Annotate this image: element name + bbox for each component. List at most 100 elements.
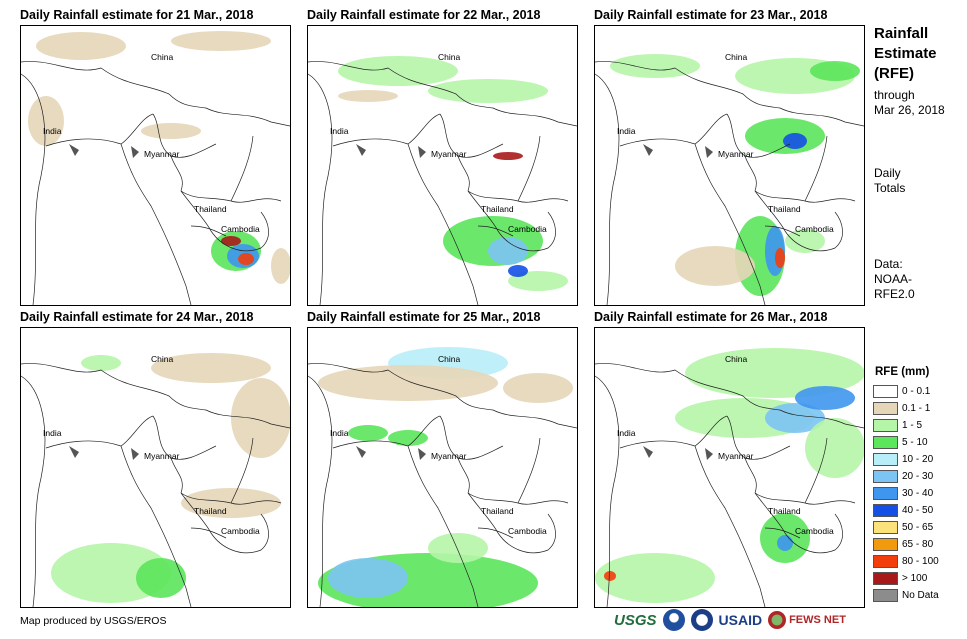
country-label-cambodia: Cambodia (508, 224, 547, 234)
side-title-line: Estimate (874, 45, 937, 62)
panel-25-mar: Daily Rainfall estimate for 25 Mar., 201… (307, 310, 594, 610)
rainfall-area (171, 31, 271, 51)
country-border (170, 143, 217, 158)
panel-title: Daily Rainfall estimate for 23 Mar., 201… (594, 8, 828, 22)
country-label-india: India (43, 126, 62, 136)
side-title-line: (RFE) (874, 65, 914, 82)
legend-swatch (873, 555, 898, 568)
fews-net-logo: FEWS NET (789, 614, 846, 626)
country-label-thailand: Thailand (481, 204, 514, 214)
panel-23-mar: Daily Rainfall estimate for 23 Mar., 201… (594, 8, 881, 308)
legend-label: 0 - 0.1 (902, 386, 931, 397)
usaid-logo: USAID (718, 612, 763, 628)
rainfall-area (328, 558, 408, 598)
rainfall-area (604, 571, 616, 581)
legend-item: 65 - 80 (873, 536, 939, 553)
rainfall-area (81, 355, 121, 371)
coastline (356, 144, 366, 156)
legend-item: 10 - 20 (873, 451, 939, 468)
country-border (170, 445, 217, 460)
country-label-china: China (725, 354, 747, 364)
country-label-myanmar: Myanmar (431, 451, 467, 461)
rainfall-area (783, 133, 807, 149)
side-daily: Daily Totals (874, 166, 905, 196)
country-label-india: India (330, 126, 349, 136)
legend-item: No Data (873, 587, 939, 604)
usaid-seal-icon (690, 609, 713, 631)
legend-label: > 100 (902, 573, 928, 584)
rainfall-area (428, 533, 488, 563)
country-border (694, 143, 766, 305)
rainfall-area (610, 54, 700, 78)
country-border (308, 375, 333, 607)
coastline (643, 446, 653, 458)
country-label-cambodia: Cambodia (221, 526, 260, 536)
rainfall-area (488, 237, 528, 265)
rainfall-map: China India Myanmar Thailand Cambodia (307, 327, 578, 608)
country-border (804, 437, 828, 504)
country-border (180, 190, 269, 252)
legend-item: 5 - 10 (873, 434, 939, 451)
country-border (764, 527, 801, 539)
country-label-myanmar: Myanmar (718, 451, 754, 461)
legend-item: 40 - 50 (873, 502, 939, 519)
legend-label: No Data (902, 590, 939, 601)
panel-title: Daily Rainfall estimate for 26 Mar., 201… (594, 310, 828, 324)
country-border (477, 225, 514, 237)
country-border (180, 492, 269, 554)
country-border (754, 492, 843, 554)
country-border (619, 113, 728, 147)
rainfall-area (675, 246, 755, 286)
rainfall-area (503, 373, 573, 403)
rainfall-area (28, 96, 64, 146)
panel-21-mar: Daily Rainfall estimate for 21 Mar., 201… (20, 8, 307, 308)
country-border (804, 135, 828, 202)
country-border (120, 445, 192, 607)
legend-item: 20 - 30 (873, 468, 939, 485)
rainfall-area (795, 386, 855, 410)
legend-item: 0 - 0.1 (873, 383, 939, 400)
country-label-thailand: Thailand (194, 204, 227, 214)
country-label-cambodia: Cambodia (508, 526, 547, 536)
rainfall-area (745, 118, 825, 154)
country-label-china: China (151, 52, 173, 62)
country-border (619, 415, 728, 449)
country-border (120, 143, 192, 305)
country-border (21, 61, 290, 127)
country-label-cambodia: Cambodia (795, 224, 834, 234)
rainfall-area (338, 56, 458, 86)
rainfall-area (221, 236, 241, 246)
panel-title: Daily Rainfall estimate for 25 Mar., 201… (307, 310, 541, 324)
data-label: Data: (874, 257, 903, 271)
through-label: through (874, 88, 915, 102)
country-border (190, 225, 227, 237)
country-label-china: China (438, 354, 460, 364)
country-border (744, 143, 791, 158)
rainfall-area (136, 558, 186, 598)
country-border (45, 415, 154, 449)
legend-swatch (873, 538, 898, 551)
rainfall-area (493, 152, 523, 160)
legend-item: 0.1 - 1 (873, 400, 939, 417)
panel-22-mar: Daily Rainfall estimate for 22 Mar., 201… (307, 8, 594, 308)
legend-label: 30 - 40 (902, 488, 934, 499)
rainfall-map: China India Myanmar Thailand Cambodia (594, 327, 865, 608)
country-label-china: China (151, 354, 173, 364)
logo-strip: USGS USAID FEWS NET (614, 606, 846, 634)
country-border (21, 73, 46, 305)
legend-swatch (873, 453, 898, 466)
country-label-india: India (617, 126, 636, 136)
country-label-myanmar: Myanmar (144, 149, 180, 159)
through-date: Mar 26, 2018 (874, 103, 945, 117)
footer-credit: Map produced by USGS/EROS (20, 615, 167, 627)
country-border (308, 363, 577, 429)
legend-label: 40 - 50 (902, 505, 934, 516)
panel-title: Daily Rainfall estimate for 22 Mar., 201… (307, 8, 541, 22)
country-border (457, 143, 504, 158)
totals-label: Totals (874, 181, 906, 195)
legend-swatch (873, 436, 898, 449)
usgs-logo: USGS (614, 611, 657, 629)
rainfall-area (508, 265, 528, 277)
legend-label: 10 - 20 (902, 454, 934, 465)
rainfall-area (685, 348, 864, 398)
